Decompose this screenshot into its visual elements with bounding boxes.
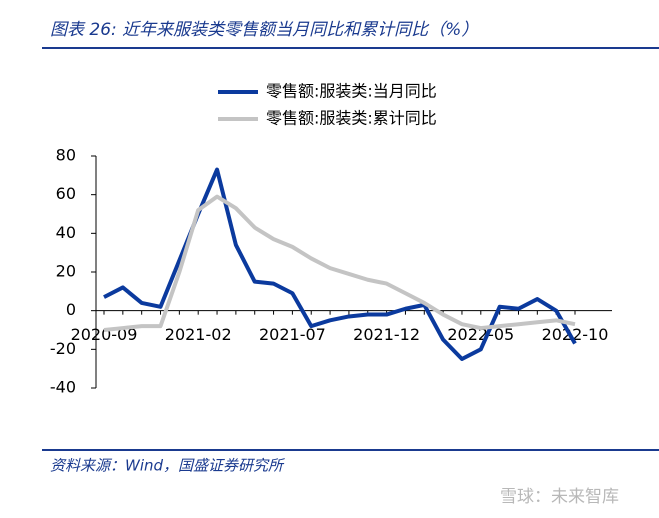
- watermark: 雪球：未来智库: [500, 487, 619, 507]
- x-tick-label: 2021-02: [165, 325, 232, 344]
- x-tick-label: 2021-07: [259, 325, 326, 344]
- y-tick-label: -40: [50, 378, 76, 397]
- series-line: [103, 167, 577, 361]
- y-tick-label: 60: [56, 184, 76, 203]
- x-tick-label: 2022-10: [542, 325, 609, 344]
- legend-label: 零售额:服装类:当月同比: [266, 82, 437, 101]
- source: 资料来源：Wind，国盛证券研究所: [50, 457, 285, 475]
- x-tick-label: 2021-12: [353, 325, 420, 344]
- legend-label: 零售额:服装类:累计同比: [266, 109, 437, 128]
- series-line: [103, 194, 576, 332]
- y-tick-label: 0: [66, 300, 76, 319]
- y-tick-label: 40: [56, 223, 76, 242]
- y-tick-label: 20: [56, 262, 76, 281]
- chart-title: 图表 26: 近年来服装类零售额当月同比和累计同比（%）: [50, 20, 478, 40]
- y-tick-label: -20: [50, 339, 76, 358]
- y-tick-label: 80: [56, 146, 76, 165]
- x-tick-label: 2022-05: [447, 325, 514, 344]
